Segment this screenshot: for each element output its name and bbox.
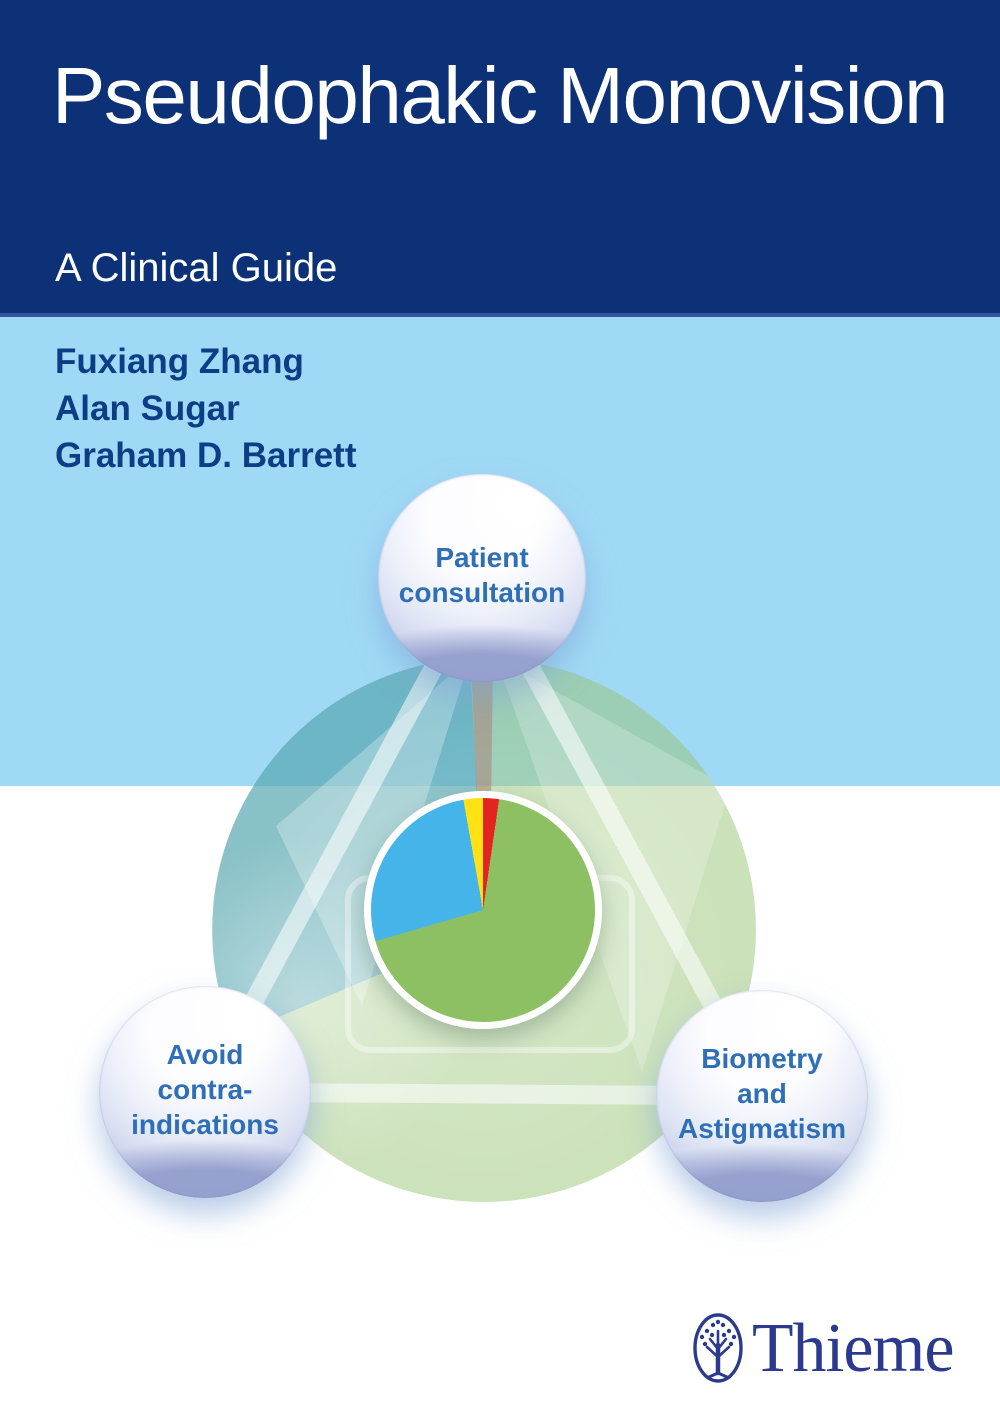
- author-name: Alan Sugar: [55, 389, 240, 428]
- book-subtitle: A Clinical Guide: [55, 246, 338, 290]
- tree-leaves: [699, 1319, 737, 1347]
- thieme-tree-icon: [693, 1313, 743, 1383]
- sphere-patient-consultation: Patient consultation: [378, 474, 586, 682]
- publisher-logo: Thieme: [692, 1311, 960, 1387]
- light-beam-left: [276, 658, 470, 1006]
- light-beam-right: [496, 658, 730, 1072]
- author-list: Fuxiang Zhang Alan Sugar Graham D. Barre…: [55, 338, 356, 479]
- book-title: Pseudophakic Monovision: [52, 51, 948, 140]
- sphere-avoid-contraindications: Avoid contra- indications: [99, 986, 311, 1198]
- sphere-label: Avoid contra- indications: [131, 1038, 279, 1140]
- triangle-connector: [212, 658, 756, 1106]
- author-name: Graham D. Barrett: [55, 436, 357, 475]
- author-name: Fuxiang Zhang: [55, 342, 304, 381]
- header-navy-band: [0, 0, 1000, 313]
- publisher-name: Thieme: [752, 1310, 955, 1387]
- sphere-label: Biometry and Astigmatism: [677, 1042, 847, 1144]
- sphere-biometry-astigmatism: Biometry and Astigmatism: [656, 990, 868, 1202]
- pie-chart: [364, 791, 602, 1029]
- sphere-label: Patient consultation: [398, 542, 566, 608]
- band-divider-line: [0, 313, 1000, 317]
- consultation-ray: [471, 660, 493, 808]
